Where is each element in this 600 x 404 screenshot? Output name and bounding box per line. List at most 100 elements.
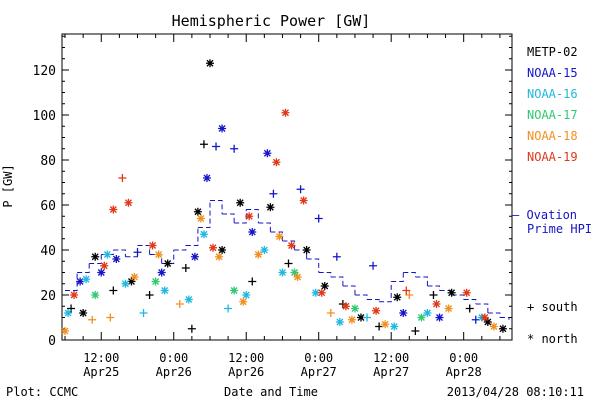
legend-item-ovation-line2: Prime HPI — [527, 222, 592, 236]
data-point-north — [311, 288, 320, 297]
data-point-north — [70, 291, 79, 299]
y-tick-label: 60 — [40, 199, 56, 214]
data-point-south — [199, 140, 208, 149]
data-point-north — [202, 174, 211, 182]
y-tick-label: 80 — [40, 154, 56, 169]
data-point-north — [423, 309, 432, 317]
data-marks — [61, 59, 510, 335]
data-point-north — [154, 250, 163, 259]
y-tick-label: 100 — [33, 109, 56, 124]
ovation-hpi-segment — [185, 227, 199, 246]
x-tick-time-label: 0:00 — [449, 351, 478, 365]
data-point-north — [64, 309, 73, 317]
data-point-north — [248, 228, 257, 236]
data-point-south — [284, 259, 293, 268]
legend: METP-02 NOAA-15 NOAA-16 NOAA-17 NOAA-18 NOAA-… — [512, 45, 592, 346]
data-point-north — [480, 313, 489, 322]
data-point-south — [67, 304, 76, 313]
x-tick-date-label: Apr26 — [228, 365, 264, 379]
data-point-north — [76, 277, 85, 286]
data-point-north — [483, 318, 492, 326]
legend-item-noaa-19: NOAA-19 — [527, 150, 578, 164]
data-point-north — [290, 268, 299, 277]
data-point-south — [133, 248, 142, 257]
ovation-hpi-segment — [258, 222, 271, 232]
data-point-south — [326, 309, 335, 317]
legend-item-metp-02: METP-02 — [527, 45, 578, 59]
x-tick-date-label: Apr27 — [373, 365, 409, 379]
ovation-hpi-segment — [113, 249, 126, 257]
x-tick-date-label: Apr26 — [156, 365, 192, 379]
data-point-north — [335, 318, 344, 326]
data-point-north — [462, 288, 471, 297]
series-metp-02 — [67, 59, 507, 335]
data-point-south — [369, 261, 378, 270]
data-point-north — [82, 275, 91, 284]
data-point-north — [100, 261, 109, 270]
series-noaa-16 — [64, 230, 486, 331]
data-point-north — [399, 309, 408, 317]
ovation-hpi-segment — [173, 245, 187, 251]
data-point-north — [218, 124, 227, 133]
data-point-north — [293, 273, 302, 281]
ovation-hpi-segment — [342, 285, 356, 295]
legend-item-noaa-15: NOAA-15 — [527, 66, 578, 80]
data-point-north — [61, 327, 70, 335]
x-tick-date-label: Apr28 — [446, 365, 482, 379]
data-point-south — [363, 313, 372, 322]
data-point-north — [79, 309, 88, 317]
data-point-south — [411, 327, 420, 335]
y-axis-label: P [GW] — [1, 164, 15, 207]
x-tick-time-label: 0:00 — [159, 351, 188, 365]
ovation-hpi-segment — [403, 272, 416, 277]
plot-credit: Plot: CCMC — [6, 385, 78, 399]
data-point-north — [287, 241, 296, 250]
x-tick-time-label: 0:00 — [304, 351, 333, 365]
x-axis-label: Date and Time — [224, 385, 318, 399]
data-point-south — [269, 189, 278, 198]
data-point-south — [429, 291, 438, 299]
series-noaa-19 — [70, 108, 489, 322]
ovation-hpi-segment — [318, 272, 332, 277]
data-point-north — [272, 158, 281, 167]
ovation-hpi-segment — [246, 209, 259, 223]
ovation-hpi-segment — [197, 200, 211, 228]
data-point-north — [196, 214, 205, 223]
data-point-north — [91, 252, 100, 261]
data-point-north — [356, 313, 365, 322]
ovation-hpi-segment — [354, 294, 368, 300]
data-point-north — [109, 205, 118, 214]
data-point-north — [209, 243, 218, 252]
data-point-south — [109, 286, 118, 295]
ovation-hpi-segment — [379, 281, 392, 303]
x-tick-date-label: Apr27 — [301, 365, 337, 379]
data-point-north — [121, 279, 130, 288]
data-point-north — [242, 291, 251, 299]
data-point-north — [317, 288, 326, 297]
data-point-north — [103, 250, 112, 259]
ovation-hpi-segment — [391, 272, 404, 282]
ovation-hpi-segment — [234, 209, 247, 224]
data-point-north — [302, 246, 311, 254]
data-point-north — [489, 322, 498, 331]
legend-item-noaa-17: NOAA-17 — [527, 108, 578, 122]
ovation-hpi-segment — [306, 258, 320, 273]
ovation-hpi-segment — [415, 276, 428, 286]
data-point-south — [224, 304, 233, 313]
data-point-north — [350, 304, 359, 313]
ovation-hpi-segment — [137, 245, 151, 255]
data-point-north — [127, 277, 136, 286]
ovation-hpi-segment — [282, 240, 296, 250]
data-point-south — [471, 315, 480, 324]
data-point-north — [393, 293, 402, 302]
data-point-north — [299, 196, 308, 205]
data-point-north — [193, 207, 202, 216]
ovation-hpi-segment — [125, 245, 139, 258]
y-tick-label: 20 — [40, 289, 56, 304]
data-point-north — [215, 252, 224, 261]
ovation-hpi-segment — [77, 263, 90, 273]
data-point-north — [160, 286, 169, 295]
x-tick-time-label: 12:00 — [83, 351, 119, 365]
